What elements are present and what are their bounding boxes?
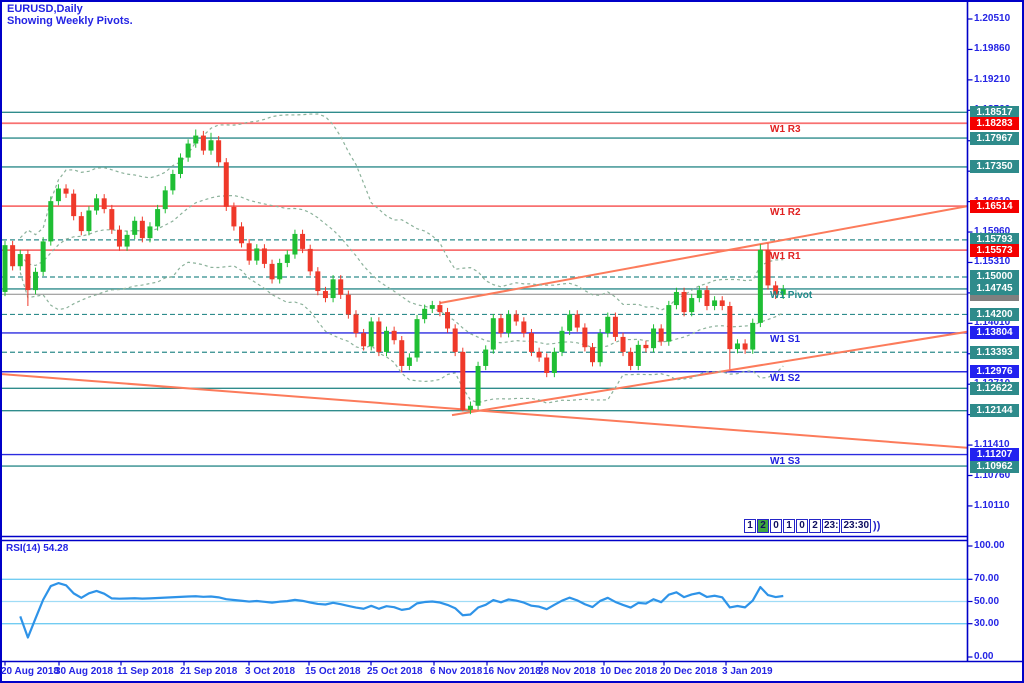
pivot-price-box: 1.18283	[970, 116, 1019, 130]
level-price-box: 1.15000	[970, 270, 1019, 284]
pivot-line-label: W1 S3	[770, 455, 801, 467]
date-axis-label: 6 Nov 2018	[430, 666, 483, 677]
clock-time-cell: 23:	[822, 519, 841, 533]
price-axis-tick: 1.19210	[974, 73, 1011, 85]
candles-layer	[2, 129, 786, 415]
date-axis-label: 20 Dec 2018	[660, 666, 718, 677]
pivot-line-label: W1 R3	[770, 124, 801, 136]
level-price-box: 1.17967	[970, 131, 1019, 145]
level-price-box: 1.18517	[970, 105, 1019, 119]
pivot-line-label: W1 S2	[770, 372, 801, 384]
pivot-line-label: W1 R2	[770, 207, 801, 219]
date-axis-label: 10 Dec 2018	[600, 666, 658, 677]
price-axis-tick: 1.10110	[974, 499, 1010, 511]
date-axis-label: 11 Sep 2018	[117, 666, 174, 677]
clock-digit: 1	[744, 519, 756, 533]
clock-suffix: ))	[873, 520, 881, 532]
pivot-price-box: 1.12976	[970, 365, 1019, 379]
clock-time-cell: 23:30	[841, 519, 872, 533]
pivot-price-box: 1.11207	[970, 448, 1019, 462]
rsi-indicator-label: RSI(14) 54.28	[6, 543, 68, 554]
price-levels-layer	[2, 111, 967, 467]
date-axis-label: 21 Sep 2018	[180, 666, 238, 677]
date-axis-label: 28 Nov 2018	[538, 666, 596, 677]
price-axis-tick: 1.15310	[974, 256, 1011, 268]
indicator-comment: Showing Weekly Pivots.	[7, 15, 133, 27]
rsi-axis-tick: 70.00	[974, 573, 1000, 585]
level-price-box: 1.12144	[970, 404, 1019, 418]
price-axis-tick: 1.19860	[974, 43, 1011, 55]
pivot-price-box: 1.16514	[970, 199, 1019, 213]
date-axis-label: 15 Oct 2018	[305, 666, 361, 677]
date-axis-label: 20 Aug 2018	[1, 666, 59, 677]
price-axis-tick: 1.10760	[974, 469, 1011, 481]
pivot-line-label: W1 S1	[770, 333, 801, 345]
level-price-box: 1.12622	[970, 381, 1019, 395]
symbol-period-title: EURUSD,Daily	[7, 3, 83, 15]
rsi-axis-tick: 50.00	[974, 595, 1000, 607]
pivot-price-box: 1.13804	[970, 326, 1019, 340]
clock-digit: 1	[783, 519, 795, 533]
level-price-box: 1.17350	[970, 160, 1019, 174]
price-axis-tick: 1.14010	[974, 317, 1011, 329]
level-price-box: 1.15793	[970, 233, 1019, 247]
rsi-axis-tick: 100.00	[974, 540, 1005, 551]
date-axis-label: 3 Jan 2019	[722, 666, 773, 677]
clock-digit: 2	[757, 519, 769, 533]
clock-digit: 0	[770, 519, 782, 533]
bollinger-bands-layer	[19, 113, 784, 404]
date-axis-label: 3 Oct 2018	[245, 666, 296, 677]
level-price-box: 1.10962	[970, 459, 1019, 473]
date-axis-label: 16 Nov 2018	[483, 666, 541, 677]
date-axis-label: 30 Aug 2018	[55, 666, 113, 677]
pivot-price-box: 1.14745	[970, 282, 1019, 296]
rsi-name: RSI(14)	[6, 543, 41, 554]
rsi-axis-tick: 30.00	[974, 617, 1000, 629]
clock-digit: 0	[796, 519, 808, 533]
price-axis-tick: 1.11410	[974, 439, 1010, 451]
pivot-line-label: W1 R1	[770, 251, 801, 263]
rsi-pane-layer	[2, 578, 967, 639]
trendlines-layer	[2, 205, 967, 449]
pivot-price-box: 1.15573	[970, 243, 1019, 257]
pivot-line-label: W1 Pivot	[770, 289, 813, 301]
level-price-box: 1.14200	[970, 307, 1019, 321]
date-axis-label: 25 Oct 2018	[367, 666, 423, 677]
price-axis-tick: 1.20510	[974, 13, 1011, 24]
rsi-value: 54.28	[43, 543, 69, 554]
rsi-axis-tick: 0.00	[974, 651, 994, 662]
level-price-box: 1.13393	[970, 345, 1019, 359]
market-clock: 1 2 0 1 0 2 23: 23:30))	[744, 519, 880, 533]
clock-digit: 2	[809, 519, 821, 533]
price-axis-tick: 1.15960	[974, 226, 1011, 238]
